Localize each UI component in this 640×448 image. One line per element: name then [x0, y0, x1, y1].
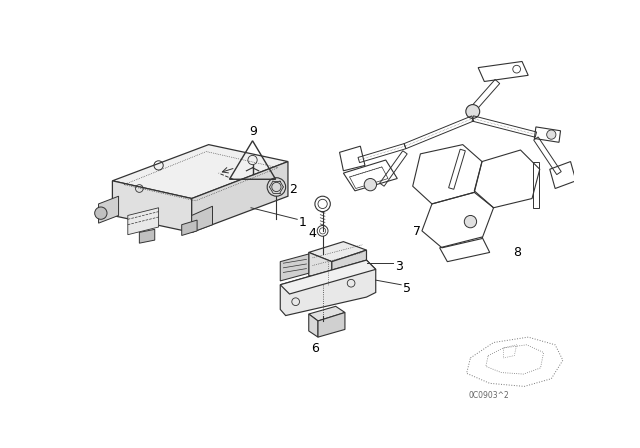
Circle shape — [466, 104, 480, 118]
Polygon shape — [332, 250, 367, 285]
Circle shape — [364, 178, 376, 191]
Text: 8: 8 — [513, 246, 521, 259]
Polygon shape — [182, 220, 197, 236]
Polygon shape — [308, 252, 332, 285]
Polygon shape — [99, 196, 118, 223]
Text: 2: 2 — [289, 183, 298, 196]
Text: 4: 4 — [308, 227, 317, 240]
Polygon shape — [280, 254, 308, 281]
Polygon shape — [140, 229, 155, 243]
Text: 3: 3 — [395, 260, 403, 273]
Circle shape — [95, 207, 107, 220]
Polygon shape — [308, 314, 318, 337]
Text: 7: 7 — [413, 225, 420, 238]
Polygon shape — [308, 306, 345, 321]
Polygon shape — [318, 313, 345, 337]
Polygon shape — [113, 145, 288, 198]
Text: 9: 9 — [250, 125, 257, 138]
Polygon shape — [280, 260, 376, 315]
Polygon shape — [308, 241, 367, 262]
Polygon shape — [192, 162, 288, 233]
Text: 0C0903^2: 0C0903^2 — [468, 391, 509, 400]
Circle shape — [547, 130, 556, 139]
Polygon shape — [280, 260, 376, 294]
Text: 5: 5 — [403, 282, 411, 295]
Text: 6: 6 — [311, 342, 319, 355]
Text: 1: 1 — [299, 216, 307, 229]
Circle shape — [464, 215, 477, 228]
Polygon shape — [128, 208, 159, 235]
Polygon shape — [113, 181, 192, 233]
Polygon shape — [192, 206, 212, 233]
